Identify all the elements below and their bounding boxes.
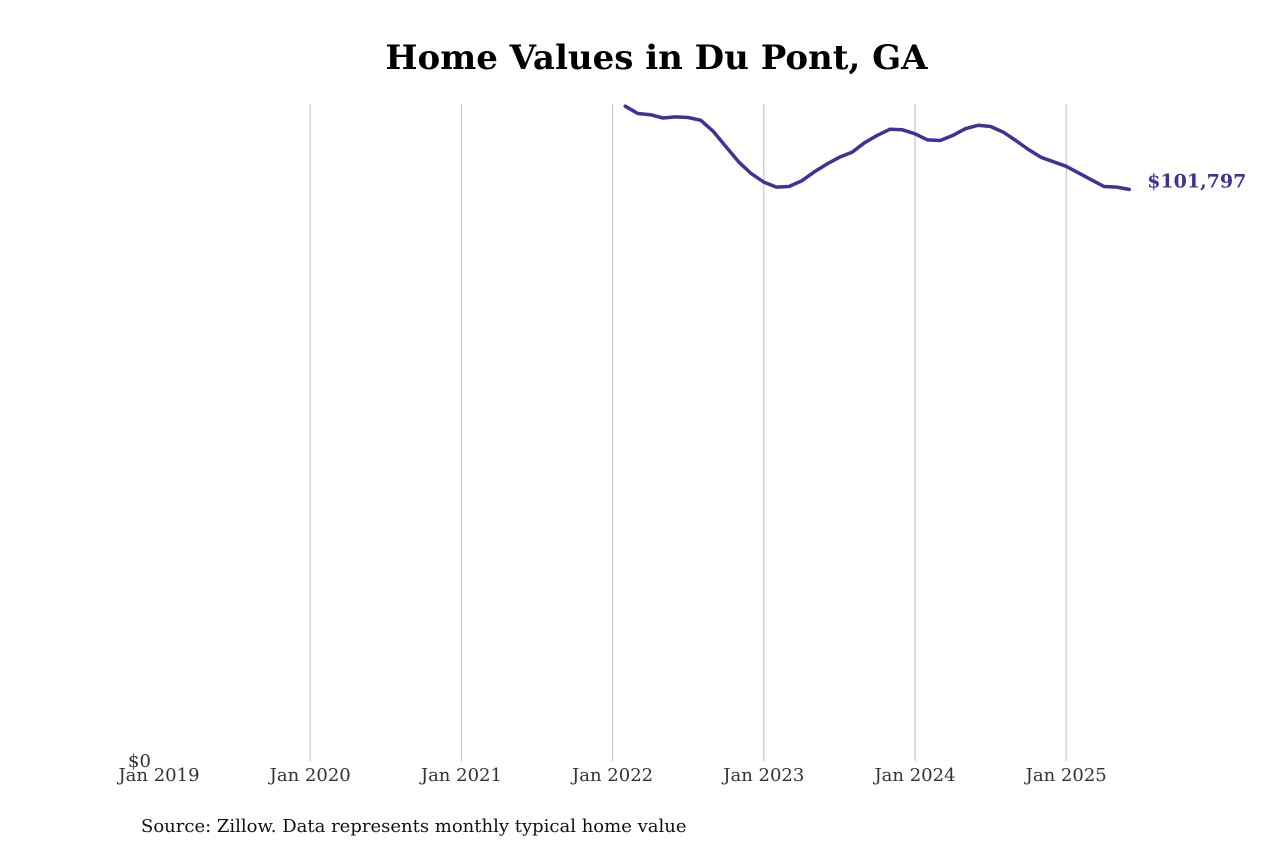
source-note: Source: Zillow. Data represents monthly … <box>141 816 687 837</box>
x-tick-label: Jan 2023 <box>721 765 804 786</box>
x-tick-label: Jan 2019 <box>116 765 199 786</box>
x-axis-ticks: Jan 2019 Jan 2020 Jan 2021 Jan 2022 Jan 2023… <box>116 765 1106 786</box>
x-tick-label: Jan 2021 <box>419 765 502 786</box>
x-tick-label: Jan 2020 <box>268 765 351 786</box>
gridlines <box>309 104 1067 761</box>
end-value-label: $101,797 <box>1147 170 1246 192</box>
y-tick-label-0: $0 <box>128 751 151 772</box>
x-tick-label: Jan 2024 <box>872 765 955 786</box>
series-line-home-value <box>623 104 1131 192</box>
x-tick-label: Jan 2025 <box>1024 765 1107 786</box>
x-tick-label: Jan 2022 <box>570 765 653 786</box>
chart-title: Home Values in Du Pont, GA <box>385 38 928 78</box>
